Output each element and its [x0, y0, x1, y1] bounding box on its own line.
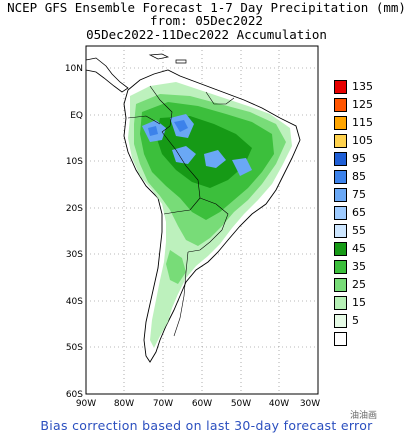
lat-label-50s: 50S — [66, 343, 83, 353]
forecast-date: from: 05Dec2022 — [150, 13, 263, 28]
legend-swatch — [334, 134, 347, 148]
caribbean-islands — [148, 53, 187, 64]
legend-swatch — [334, 332, 347, 346]
lon-label-30w: 30W — [300, 399, 320, 409]
legend-label: 35 — [352, 260, 366, 273]
legend-label: 105 — [352, 134, 373, 147]
lon-label-80w: 80W — [114, 399, 134, 409]
legend-label: 115 — [352, 116, 373, 129]
legend-swatch — [334, 206, 347, 220]
lat-label-eq: EQ — [70, 111, 83, 121]
legend-label: 55 — [352, 224, 366, 237]
lat-label-40s: 40S — [66, 297, 83, 307]
lon-label-60w: 60W — [192, 399, 212, 409]
lon-label-70w: 70W — [153, 399, 173, 409]
legend-label: 15 — [352, 296, 366, 309]
bias-correction-note: Bias correction based on last 30-day for… — [40, 418, 373, 433]
precip-extreme-core — [148, 120, 188, 136]
lon-label-40w: 40W — [269, 399, 289, 409]
legend-label: 85 — [352, 170, 366, 183]
legend-label: 125 — [352, 98, 373, 111]
map-title: NCEP GFS Ensemble Forecast 1-7 Day Preci… — [7, 0, 406, 15]
watermark: 油油画 — [348, 408, 380, 421]
legend-label: 45 — [352, 242, 366, 255]
central-america-land — [85, 57, 129, 93]
legend-label: 95 — [352, 152, 366, 165]
lat-label-10n: 10N — [65, 64, 83, 74]
legend-label: 75 — [352, 188, 366, 201]
legend-swatch — [334, 314, 347, 328]
lat-label-10s: 10S — [66, 157, 83, 167]
legend-swatch — [334, 188, 347, 202]
lat-label-30s: 30S — [66, 250, 83, 260]
legend-label: 135 — [352, 80, 373, 93]
legend-swatch — [334, 224, 347, 238]
legend-swatch — [334, 116, 347, 130]
accumulation-period: 05Dec2022-11Dec2022 Accumulation — [86, 27, 327, 42]
legend-swatch — [334, 242, 347, 256]
lon-label-50w: 50W — [231, 399, 251, 409]
country-borders — [127, 85, 235, 337]
legend-swatch — [334, 98, 347, 112]
lat-label-60s: 60S — [66, 390, 83, 400]
legend-swatch — [334, 260, 347, 274]
lon-label-90w: 90W — [76, 399, 96, 409]
legend-swatch — [334, 296, 347, 310]
legend-swatch — [334, 278, 347, 292]
legend-swatch — [334, 170, 347, 184]
lat-label-20s: 20S — [66, 204, 83, 214]
legend-label: 5 — [352, 314, 359, 327]
legend-swatch — [334, 80, 347, 94]
legend-swatch — [334, 152, 347, 166]
legend-label: 65 — [352, 206, 366, 219]
legend-label: 25 — [352, 278, 366, 291]
